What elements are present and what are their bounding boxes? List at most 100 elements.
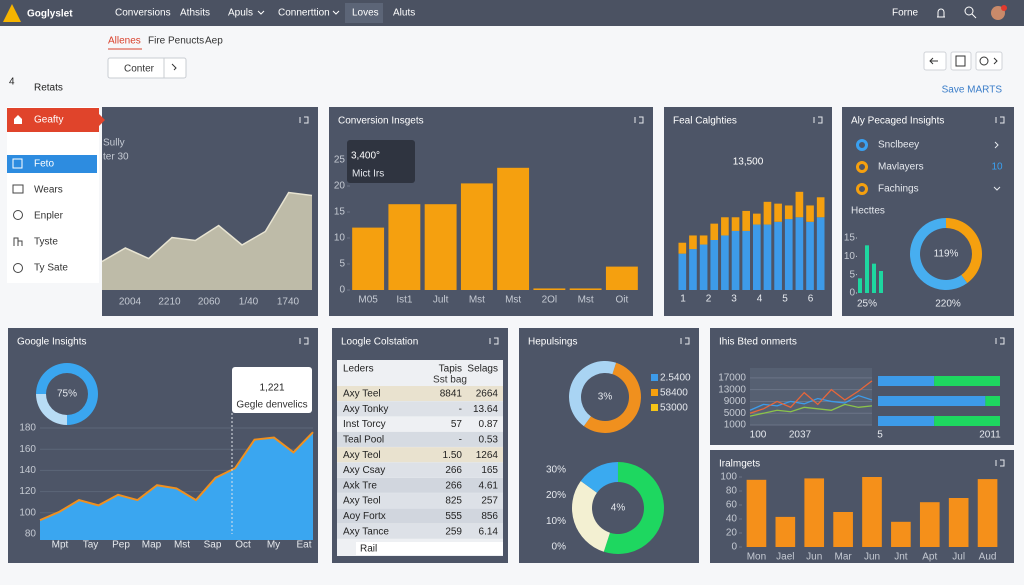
back-icon [929,57,938,65]
subtitle: Hecttes [851,206,885,217]
sidebar-bg [7,107,99,283]
table-row [337,401,503,417]
subheader: Sst bag [433,375,467,386]
table-cell: 259 [445,526,462,537]
menu-item[interactable]: Tyste [34,237,58,248]
nav-item[interactable]: Connerttion [278,8,330,19]
donut-segment [946,218,982,284]
table-cell: Aoy Fortx [343,511,386,522]
doc-icon [955,55,966,67]
legend-label: 2.5400 [660,373,691,384]
x-tick-label: Map [142,540,162,551]
area-line [39,431,314,522]
panel-icon [995,116,1005,124]
bar [858,278,862,293]
menu-item[interactable]: Feto [34,159,54,170]
menu-pointer [99,114,105,126]
table-cell: Axk Tre [343,480,377,491]
area [102,192,312,290]
icon-button[interactable] [975,51,1003,71]
gear-icon [979,56,989,66]
y-tick-label: 180 [19,423,36,434]
logo-icon [3,4,21,22]
x-tick-label: 2210 [158,297,181,308]
search-icon [971,13,977,19]
bar-segment [742,230,750,290]
table-cell: Axy Tonky [343,404,388,415]
menu-item[interactable]: Wears [34,185,63,196]
table-cell: 266 [445,480,462,491]
donut-caption: 220% [935,299,961,310]
menu-item[interactable]: Geafty [34,115,63,126]
x-tick-label: Jun [864,552,880,563]
y-tick-label: 0 [731,542,737,553]
bar-segment [731,230,740,290]
bar-segment [806,221,814,290]
x-tick-label: Ist1 [396,295,413,306]
axis-label: 0% [552,541,567,552]
x-tick-label: Jul [952,552,965,563]
bar-segment [753,213,761,225]
hbar-segment [985,396,1000,406]
item-label: Snclbeey [878,140,919,151]
tab[interactable]: Fire Penucts [148,36,204,47]
x-tick-label: 4 [757,294,763,305]
bar-segment [721,235,729,290]
menu-selected [7,155,97,173]
donut-label: 3% [598,392,613,403]
bar-segment [689,235,697,250]
menu-item[interactable]: Ty Sate [34,263,68,274]
bar [746,479,767,547]
menu-item[interactable]: Enpler [34,211,64,222]
bar-segment [699,235,708,245]
button[interactable] [107,57,187,79]
logo[interactable]: Goglyslet [27,9,73,20]
table-cell: Axy Teel [343,389,381,400]
table-footer-text: Rail [360,544,377,555]
tab[interactable]: Aep [205,36,223,47]
tab[interactable]: Allenes [108,36,141,47]
next-icon [993,57,998,65]
heading-label: Retats [34,83,63,94]
search-icon[interactable] [964,6,974,16]
table-row [337,431,503,447]
table-cell: 6.14 [479,526,499,537]
icon-button[interactable] [950,51,972,71]
bar [891,521,911,547]
donut-segment [580,462,618,493]
nav-item[interactable]: Loves [352,8,379,19]
area [40,432,313,540]
mini-label: 25% [857,299,877,310]
nav-item[interactable]: Athsits [180,8,210,19]
y-tick-label: 40 [726,514,738,525]
nav-item[interactable]: Aluts [393,8,415,19]
x-tick-label: Mar [834,552,852,563]
save-link[interactable]: Save MARTS [942,85,1003,96]
bar [872,263,876,293]
x-tick-label: Mst [505,295,521,306]
y-tick-label: 80 [726,486,738,497]
donut-segment [583,362,641,433]
item-value: 10 [991,162,1003,173]
nav-right[interactable]: Forne [892,8,919,19]
x-tick-label: 1 [680,294,686,305]
menu-icon [13,263,23,273]
nav-item[interactable]: Apuls [228,8,253,19]
area-line [101,191,313,263]
nav-item[interactable]: Conversions [115,8,171,19]
table-cell: Teal Pool [343,435,384,446]
bell-icon[interactable] [937,8,945,18]
y-tick-label: 15 [844,233,856,244]
bar-segment [774,203,782,222]
donut-segment [910,218,968,290]
hbar-segment [878,396,986,406]
table-row [337,416,503,432]
badge [1001,5,1007,11]
bar-segment [699,244,708,290]
x-tick-label: Tay [83,540,99,551]
item-label: Fachings [878,184,919,195]
y-tick-label: 20 [726,528,738,539]
table-cell: 4.61 [479,480,499,491]
x-tick-label: 5 [782,294,788,305]
headline: 13,500 [733,157,764,168]
